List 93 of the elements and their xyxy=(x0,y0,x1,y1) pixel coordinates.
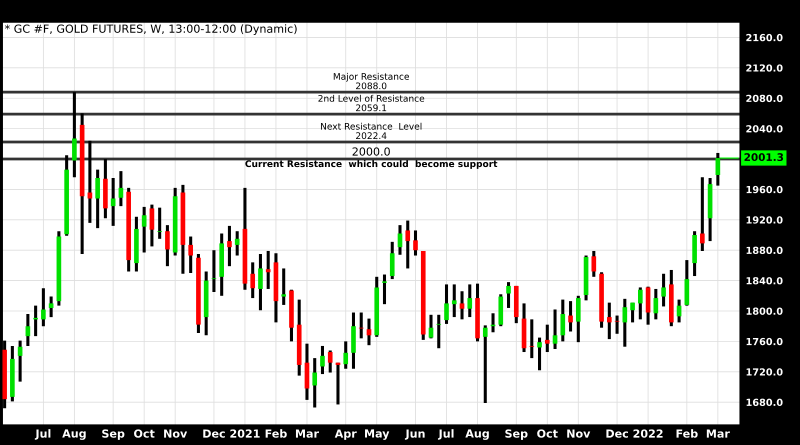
candlestick xyxy=(467,284,472,318)
x-tick-label: Jul xyxy=(34,429,50,440)
candlestick xyxy=(413,230,418,256)
y-tick-label: 1840.0 xyxy=(746,277,783,284)
candlestick xyxy=(118,171,124,206)
candlestick xyxy=(537,338,542,370)
candlestick xyxy=(312,358,318,408)
x-tick-label: Feb xyxy=(676,429,698,438)
y-tick-label: 1960.0 xyxy=(746,186,783,194)
y-tick-label: 1880.0 xyxy=(746,246,783,254)
x-tick-label: Oct xyxy=(537,429,558,438)
candlestick xyxy=(88,140,92,223)
y-tick-label: 2120.0 xyxy=(746,64,783,72)
y-tick-label: 2040.0 xyxy=(746,125,783,132)
x-tick-label: 2022 xyxy=(633,429,663,438)
candlestick xyxy=(576,296,581,342)
x-tick-label: Jul xyxy=(438,429,454,440)
candlestick xyxy=(591,250,596,277)
candlestick xyxy=(560,300,566,342)
x-tick-label: Mar xyxy=(706,429,730,438)
candlestick xyxy=(188,236,193,274)
y-tick-label: 2080.0 xyxy=(746,94,783,102)
candlestick xyxy=(490,313,496,332)
candlestick xyxy=(41,288,46,326)
ref-line-label: 2000.0 Current Resistance which could become support xyxy=(245,147,498,169)
candlestick xyxy=(460,291,464,320)
candlestick xyxy=(18,340,22,382)
candlestick xyxy=(343,341,348,369)
candlestick xyxy=(165,225,170,266)
candlestick xyxy=(227,226,232,266)
y-tick-label: 1680.0 xyxy=(746,398,783,406)
candlestick xyxy=(482,325,488,403)
x-tick-label: May xyxy=(365,429,390,440)
y-tick-label: 1920.0 xyxy=(746,216,783,224)
candlestick xyxy=(95,170,100,228)
candlestick xyxy=(358,312,364,338)
x-tick-label: 2021 xyxy=(230,429,260,438)
candlestick xyxy=(234,231,240,256)
y-tick-label: 2160.0 xyxy=(746,34,783,42)
x-tick-label: Oct xyxy=(134,429,155,438)
candlestick xyxy=(568,301,573,332)
candlestick xyxy=(26,314,30,346)
x-tick-label: Aug xyxy=(465,429,489,440)
candlestick xyxy=(157,208,162,239)
ref-line-label: Next Resistance Level 2022.4 xyxy=(321,122,422,140)
candlestick xyxy=(390,242,395,280)
ref-line-label: 2nd Level of Resistance 2059.1 xyxy=(318,94,424,112)
y-tick-label: 1720.0 xyxy=(746,368,783,376)
candlestick xyxy=(700,177,705,251)
candlestick xyxy=(142,206,146,252)
candlestick xyxy=(506,282,511,308)
candlestick xyxy=(150,204,154,246)
candlestick xyxy=(630,302,635,322)
x-tick-label: Apr xyxy=(334,429,357,440)
candlestick xyxy=(72,92,77,178)
candlestick xyxy=(444,284,449,324)
candlestick xyxy=(382,274,387,304)
candlestick xyxy=(716,152,720,186)
candlestick xyxy=(398,225,402,255)
x-tick-label: Jun xyxy=(404,429,425,440)
x-tick-label: Dec xyxy=(203,429,225,438)
x-tick-label: Nov xyxy=(164,429,188,438)
candlestick xyxy=(405,220,410,268)
x-tick-label: Dec xyxy=(606,429,628,438)
candlestick xyxy=(428,314,434,338)
ref-line-label: Major Resistance 2088.0 xyxy=(334,72,410,90)
candlestick xyxy=(258,254,263,310)
candlestick xyxy=(552,309,558,349)
y-tick-label: 1760.0 xyxy=(746,338,783,346)
candlestick xyxy=(328,350,333,373)
candlestick xyxy=(48,296,54,318)
candlestick xyxy=(676,300,682,322)
x-tick-label: Feb xyxy=(266,429,287,438)
y-tick-label: 1800.0 xyxy=(746,307,783,315)
chart-title: * GC #F, GOLD FUTURES, W, 13:00-12:00 (Dynamic) xyxy=(4,24,297,36)
candlestick xyxy=(110,178,116,226)
candlestick xyxy=(266,250,271,289)
x-tick-label: Sep xyxy=(505,429,528,440)
x-tick-label: Sep xyxy=(102,429,124,440)
candlestick xyxy=(661,274,666,306)
candlestick xyxy=(654,288,658,320)
candlestick xyxy=(622,298,628,347)
candlestick xyxy=(366,318,372,346)
x-tick-label: Nov xyxy=(567,429,590,438)
candlestick xyxy=(33,306,38,336)
candlestick xyxy=(638,287,643,320)
candlestick xyxy=(336,362,340,404)
annotation: 2001.3 xyxy=(744,153,784,162)
x-tick-label: Aug xyxy=(62,429,86,440)
candlestick xyxy=(250,262,256,298)
candlestick xyxy=(606,302,612,340)
candlestick xyxy=(320,346,325,374)
x-tick-label: Mar xyxy=(296,429,319,438)
